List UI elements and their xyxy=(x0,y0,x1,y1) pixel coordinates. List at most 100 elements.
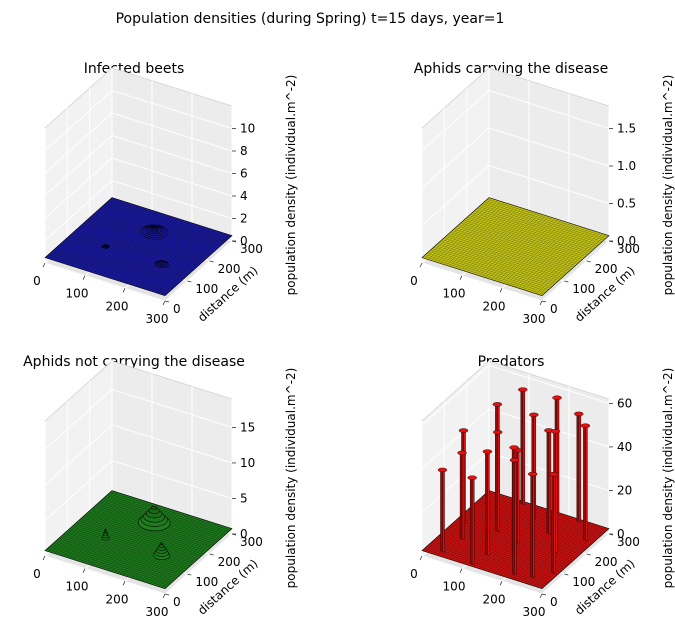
mesh-line xyxy=(445,498,514,559)
surface-base xyxy=(44,197,233,296)
mesh-line xyxy=(81,224,202,263)
mesh-line xyxy=(535,526,604,587)
spike-face xyxy=(459,451,463,540)
mesh-line xyxy=(526,230,595,292)
mesh-line xyxy=(105,203,226,242)
x-tick-label: 200 xyxy=(106,592,129,606)
panel-title: Aphids not carrying the disease xyxy=(23,354,245,370)
x-tick-label: 200 xyxy=(483,592,506,606)
x-tick-mark xyxy=(499,581,503,586)
mesh-line xyxy=(428,544,549,583)
mesh-line xyxy=(95,213,164,274)
mesh-line xyxy=(430,200,499,261)
mesh-line xyxy=(438,242,559,281)
mesh-line xyxy=(455,227,576,266)
mesh-line xyxy=(73,231,194,271)
mesh-line xyxy=(78,227,199,266)
mesh-line xyxy=(119,514,188,575)
mesh-line xyxy=(68,529,189,568)
mesh-line xyxy=(56,246,177,286)
mesh-line xyxy=(152,524,221,585)
spike-face xyxy=(551,473,554,574)
grid-line xyxy=(44,179,233,241)
mesh-line xyxy=(438,535,559,574)
spike-top xyxy=(574,411,584,417)
spike-face xyxy=(442,469,445,553)
mesh-line xyxy=(448,498,517,560)
mesh-line xyxy=(442,204,511,265)
mesh-line xyxy=(472,212,593,251)
mesh-line xyxy=(128,224,197,285)
mesh-line xyxy=(435,538,556,577)
mesh-line xyxy=(50,199,119,260)
mesh-line xyxy=(484,217,553,278)
mesh-line xyxy=(431,248,553,287)
mesh-line xyxy=(470,213,591,253)
y-tick-label: 200 xyxy=(595,262,618,276)
panel-title: Aphids carrying the disease xyxy=(414,61,608,77)
peak-spike xyxy=(437,467,448,553)
mound-ring xyxy=(104,244,107,246)
y-tick-label: 300 xyxy=(617,242,640,256)
spike-face xyxy=(578,413,582,523)
mesh-line xyxy=(478,206,600,245)
mesh-line xyxy=(86,210,155,272)
surface-mesh xyxy=(46,491,231,588)
mesh-line xyxy=(71,205,140,267)
mesh-line xyxy=(81,517,202,556)
mesh-line xyxy=(430,249,551,289)
mesh-line xyxy=(140,227,209,289)
mesh-line xyxy=(63,240,184,280)
spike-face xyxy=(520,388,524,505)
mesh-line xyxy=(113,219,182,280)
spike-face xyxy=(553,473,556,575)
y-tick-label: 100 xyxy=(195,575,218,589)
mesh-line xyxy=(56,539,177,579)
mesh-line xyxy=(526,523,595,585)
mesh-line xyxy=(80,501,149,563)
grid-line xyxy=(44,424,233,486)
mesh-line xyxy=(161,527,230,588)
mesh-line xyxy=(529,231,598,292)
grid-line xyxy=(44,459,233,521)
mesh-line xyxy=(83,209,152,271)
mesh-line xyxy=(116,513,185,574)
x-tick-label: 300 xyxy=(523,312,546,326)
y-tick-mark xyxy=(541,300,547,303)
mesh-line xyxy=(155,525,224,586)
mesh-line xyxy=(425,547,546,586)
mesh-line xyxy=(445,205,514,266)
mesh-line xyxy=(74,499,143,561)
mesh-line xyxy=(433,494,502,555)
z-tick-label: 15 xyxy=(240,420,255,434)
z-tick-label: 0 xyxy=(240,527,248,541)
mesh-line xyxy=(487,511,556,572)
spike-face xyxy=(471,477,475,565)
mesh-line xyxy=(92,212,161,273)
x-tick-mark xyxy=(42,262,46,268)
mesh-line xyxy=(460,515,581,555)
x-tick-label: 0 xyxy=(33,274,41,288)
mesh-line xyxy=(466,211,535,273)
mesh-line xyxy=(447,527,568,567)
mesh-line xyxy=(450,231,571,271)
mesh-line xyxy=(426,252,548,292)
mesh-line xyxy=(101,206,223,245)
mesh-line xyxy=(445,236,566,275)
mesh-line xyxy=(54,541,176,580)
x-tick-label: 300 xyxy=(146,312,169,326)
mesh-line xyxy=(478,215,547,276)
mesh-line xyxy=(517,227,586,289)
grid-line xyxy=(44,134,233,196)
mesh-line xyxy=(433,246,554,286)
mesh-line xyxy=(68,498,137,559)
y-tick-mark xyxy=(187,573,192,576)
y-tick-label: 0 xyxy=(550,595,558,609)
mesh-line xyxy=(76,228,197,268)
mesh-line xyxy=(77,500,146,562)
y-tick-mark xyxy=(209,553,214,556)
mesh-line xyxy=(119,221,188,282)
mesh-line xyxy=(108,493,229,532)
spike-top xyxy=(458,428,469,433)
mesh-line xyxy=(505,517,574,578)
